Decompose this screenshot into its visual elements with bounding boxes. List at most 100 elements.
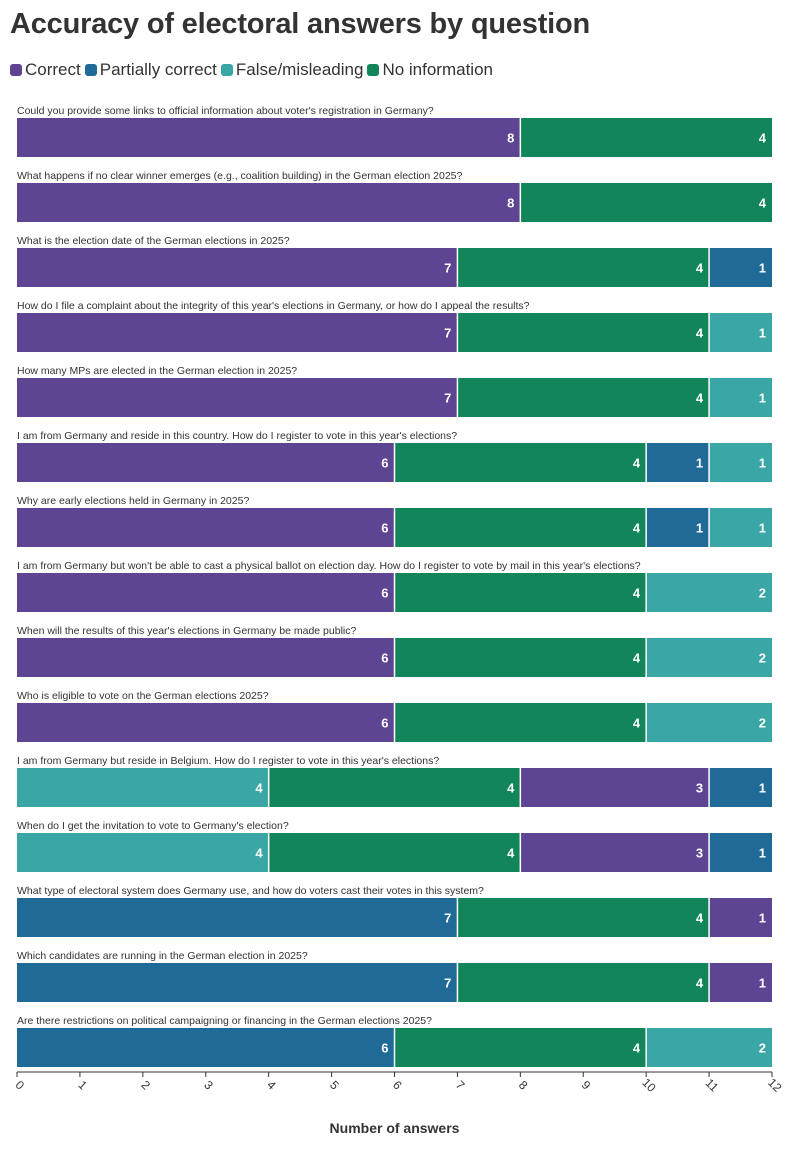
x-tick-label: 10 <box>639 1075 659 1095</box>
data-label: 2 <box>759 651 766 666</box>
chart-title: Accuracy of electoral answers by questio… <box>10 8 591 40</box>
data-label: 6 <box>381 1041 388 1056</box>
x-tick-label: 0 <box>13 1078 28 1093</box>
bar-segment-false-misleading <box>646 1028 772 1067</box>
data-label: 4 <box>696 391 704 406</box>
question-label: What is the election date of the German … <box>17 235 290 247</box>
legend-label-no-information: No information <box>382 60 493 79</box>
question-label: When will the results of this year's ele… <box>17 625 356 637</box>
bar-segment-no-information <box>394 1028 647 1067</box>
question-label: Why are early elections held in Germany … <box>17 495 249 507</box>
bar-segment-correct <box>17 703 395 742</box>
bar-segment-no-information <box>457 963 710 1002</box>
data-label: 3 <box>696 781 703 796</box>
data-label: 2 <box>759 1041 766 1056</box>
x-tick-label: 3 <box>201 1078 216 1093</box>
bar-segment-partially-correct <box>17 898 458 937</box>
data-label: 4 <box>696 911 704 926</box>
legend-item-no-information: No information <box>367 60 493 80</box>
question-label: Which candidates are running in the Germ… <box>17 950 308 962</box>
question-label: I am from Germany and reside in this cou… <box>17 430 457 442</box>
data-label: 4 <box>633 586 641 601</box>
bar-segment-false-misleading <box>709 313 772 352</box>
data-label: 4 <box>633 1041 641 1056</box>
legend-item-correct: Correct <box>10 60 81 80</box>
bar-segment-correct <box>17 638 395 677</box>
data-label: 8 <box>507 196 514 211</box>
data-label: 6 <box>381 716 388 731</box>
x-axis-label: Number of answers <box>330 1120 460 1136</box>
legend-item-partially-correct: Partially correct <box>84 60 217 80</box>
data-label: 4 <box>633 521 641 536</box>
question-label: When do I get the invitation to vote to … <box>17 820 289 832</box>
data-label: 4 <box>633 651 641 666</box>
data-label: 1 <box>696 456 703 471</box>
bar-segment-correct <box>709 963 772 1002</box>
data-label: 4 <box>696 976 704 991</box>
x-tick-label: 11 <box>703 1076 722 1095</box>
question-label: I am from Germany but won't be able to c… <box>17 560 641 572</box>
legend-swatch-correct <box>10 64 22 76</box>
data-label: 4 <box>255 846 263 861</box>
bar-segment-no-information <box>457 378 710 417</box>
x-tick-label: 6 <box>390 1078 405 1093</box>
legend-label-partially-correct: Partially correct <box>99 60 217 79</box>
data-label: 1 <box>759 326 766 341</box>
data-label: 1 <box>759 261 766 276</box>
bar-segment-false-misleading <box>709 508 772 547</box>
bar-segment-no-information <box>268 768 521 807</box>
question-label: What type of electoral system does Germa… <box>17 885 484 897</box>
bar-segment-no-information <box>520 183 772 222</box>
question-label: I am from Germany but reside in Belgium.… <box>17 755 439 767</box>
bar-segment-no-information <box>457 313 710 352</box>
data-label: 2 <box>759 586 766 601</box>
legend-swatch-no-information <box>367 64 380 76</box>
data-label: 4 <box>633 456 641 471</box>
data-label: 1 <box>759 391 766 406</box>
bar-segment-correct <box>17 248 458 287</box>
data-label: 1 <box>759 846 766 861</box>
bar-segment-correct <box>520 768 710 807</box>
bar-segment-false-misleading <box>646 573 772 612</box>
data-label: 1 <box>696 521 703 536</box>
bar-segment-correct <box>709 898 772 937</box>
bar-segment-false-misleading <box>709 378 772 417</box>
data-label: 8 <box>507 131 514 146</box>
data-label: 7 <box>444 391 451 406</box>
bar-segment-false-misleading <box>646 703 772 742</box>
bar-segment-no-information <box>394 573 647 612</box>
bar-segment-correct <box>17 378 458 417</box>
legend-swatch-false-misleading <box>220 64 233 76</box>
data-label: 7 <box>444 261 451 276</box>
data-label: 1 <box>759 781 766 796</box>
bar-segment-no-information <box>268 833 521 872</box>
data-label: 6 <box>381 651 388 666</box>
data-label: 7 <box>444 976 451 991</box>
legend: Correct Partially correct False/misleadi… <box>10 60 497 80</box>
x-tick-label: 8 <box>516 1078 531 1093</box>
bar-segment-correct <box>17 118 521 157</box>
x-tick-label: 12 <box>765 1075 785 1095</box>
data-label: 4 <box>759 196 767 211</box>
bar-segment-correct <box>17 183 521 222</box>
x-tick-label: 4 <box>264 1078 279 1093</box>
data-label: 4 <box>255 781 263 796</box>
bar-segment-no-information <box>394 638 647 677</box>
legend-label-false-misleading: False/misleading <box>235 60 364 79</box>
bar-segment-partially-correct <box>709 768 772 807</box>
bar-segment-no-information <box>457 898 710 937</box>
data-label: 3 <box>696 846 703 861</box>
data-label: 1 <box>759 521 766 536</box>
x-tick-label: 1 <box>75 1078 90 1093</box>
data-label: 1 <box>759 976 766 991</box>
question-label: Are there restrictions on political camp… <box>17 1015 432 1027</box>
data-label: 4 <box>696 261 704 276</box>
bar-segment-correct <box>17 508 395 547</box>
data-label: 6 <box>381 521 388 536</box>
data-label: 4 <box>633 716 641 731</box>
bar-segment-correct <box>17 443 395 482</box>
legend-swatch-partially-correct <box>84 64 97 76</box>
question-label: Who is eligible to vote on the German el… <box>17 690 269 702</box>
data-label: 6 <box>381 586 388 601</box>
question-label: What happens if no clear winner emerges … <box>17 170 462 182</box>
